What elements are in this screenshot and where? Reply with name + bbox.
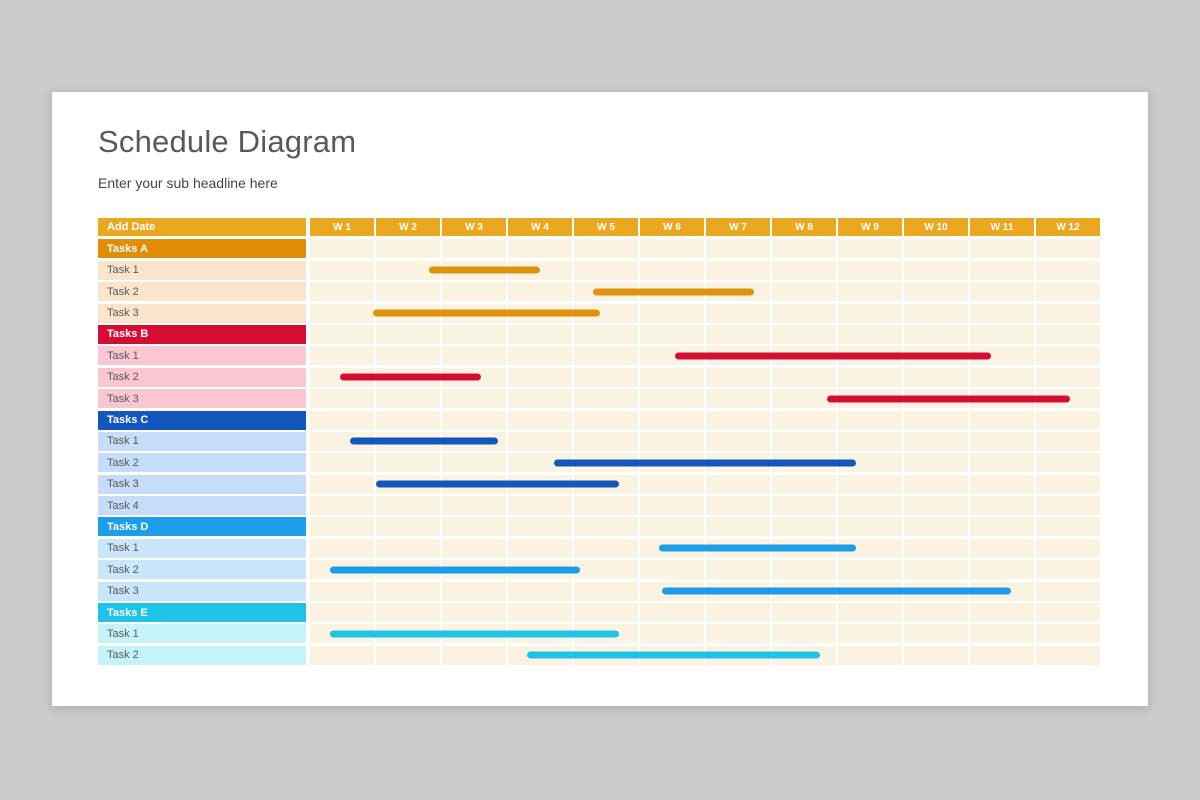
gantt-bar — [329, 566, 580, 574]
task-row: Task 3 — [98, 474, 1100, 494]
gantt-bar — [662, 587, 1012, 595]
task-row: Task 1 — [98, 431, 1100, 451]
timeline-cell — [310, 431, 1100, 451]
week-header-cell: W 11 — [970, 218, 1034, 236]
slide-card: Schedule Diagram Enter your sub headline… — [52, 92, 1148, 706]
task-label: Task 3 — [98, 303, 306, 323]
date-column-header: Add Date — [98, 218, 306, 236]
task-label: Task 4 — [98, 496, 306, 516]
group-header-row: Tasks E — [98, 603, 1100, 623]
timeline-cell — [310, 645, 1100, 665]
gantt-bar — [339, 373, 482, 381]
gantt-rows: Tasks A Task 1 Task 2 Task 3 Tasks B Task 1 Ta… — [98, 239, 1100, 665]
gantt-bar — [658, 544, 857, 552]
task-label: Task 2 — [98, 282, 306, 302]
page-subtitle: Enter your sub headline here — [98, 175, 278, 191]
task-row: Task 4 — [98, 496, 1100, 516]
gantt-bar — [329, 630, 620, 638]
timeline-cell — [310, 239, 1100, 259]
timeline-cell — [310, 346, 1100, 366]
timeline-cell — [310, 303, 1100, 323]
group-label: Tasks B — [98, 324, 306, 344]
group-header-row: Tasks B — [98, 324, 1100, 344]
task-row: Task 3 — [98, 581, 1100, 601]
task-label: Task 2 — [98, 453, 306, 473]
group-header-row: Tasks A — [98, 239, 1100, 259]
week-header-cell: W 8 — [772, 218, 836, 236]
timeline-cell — [310, 624, 1100, 644]
timeline-cell — [310, 581, 1100, 601]
group-label: Tasks E — [98, 603, 306, 623]
task-label: Task 3 — [98, 389, 306, 409]
timeline-cell — [310, 282, 1100, 302]
gantt-bar — [553, 459, 857, 467]
gantt-bar — [826, 395, 1071, 403]
group-header-row: Tasks D — [98, 517, 1100, 537]
timeline-cell — [310, 324, 1100, 344]
page-title: Schedule Diagram — [98, 124, 357, 159]
task-label: Task 3 — [98, 474, 306, 494]
gantt-bar — [375, 480, 620, 488]
task-label: Task 1 — [98, 346, 306, 366]
task-label: Task 1 — [98, 431, 306, 451]
task-label: Task 3 — [98, 581, 306, 601]
week-header-cell: W 1 — [310, 218, 374, 236]
task-label: Task 1 — [98, 260, 306, 280]
timeline-cell — [310, 517, 1100, 537]
week-header-cell: W 12 — [1036, 218, 1100, 236]
timeline-cell — [310, 410, 1100, 430]
timeline-cell — [310, 496, 1100, 516]
task-row: Task 1 — [98, 346, 1100, 366]
week-header-cell: W 3 — [442, 218, 506, 236]
task-row: Task 2 — [98, 560, 1100, 580]
week-header-cell: W 7 — [706, 218, 770, 236]
task-row: Task 1 — [98, 624, 1100, 644]
timeline-cell — [310, 603, 1100, 623]
task-label: Task 1 — [98, 538, 306, 558]
gantt-bar — [349, 437, 498, 445]
task-row: Task 1 — [98, 538, 1100, 558]
task-label: Task 2 — [98, 645, 306, 665]
gantt-bar — [593, 288, 755, 296]
gantt-bar — [527, 651, 821, 659]
timeline-cell — [310, 260, 1100, 280]
task-label: Task 1 — [98, 624, 306, 644]
week-header-cell: W 4 — [508, 218, 572, 236]
task-label: Task 2 — [98, 560, 306, 580]
gantt-bar — [372, 309, 600, 317]
timeline-cell — [310, 453, 1100, 473]
group-header-row: Tasks C — [98, 410, 1100, 430]
week-header-cell: W 6 — [640, 218, 704, 236]
group-label: Tasks D — [98, 517, 306, 537]
task-row: Task 3 — [98, 389, 1100, 409]
week-header-cell: W 2 — [376, 218, 440, 236]
timeline-cell — [310, 389, 1100, 409]
timeline-cell — [310, 474, 1100, 494]
task-row: Task 2 — [98, 367, 1100, 387]
task-row: Task 2 — [98, 282, 1100, 302]
gantt-bar — [675, 352, 992, 360]
week-header-cell: W 9 — [838, 218, 902, 236]
group-label: Tasks A — [98, 239, 306, 259]
week-header-cell: W 5 — [574, 218, 638, 236]
timeline-cell — [310, 367, 1100, 387]
task-row: Task 3 — [98, 303, 1100, 323]
timeline-cell — [310, 538, 1100, 558]
task-row: Task 2 — [98, 453, 1100, 473]
gantt-bar — [428, 266, 541, 274]
timeline-cell — [310, 560, 1100, 580]
task-row: Task 1 — [98, 260, 1100, 280]
week-header-cell: W 10 — [904, 218, 968, 236]
task-row: Task 2 — [98, 645, 1100, 665]
group-label: Tasks C — [98, 410, 306, 430]
task-label: Task 2 — [98, 367, 306, 387]
